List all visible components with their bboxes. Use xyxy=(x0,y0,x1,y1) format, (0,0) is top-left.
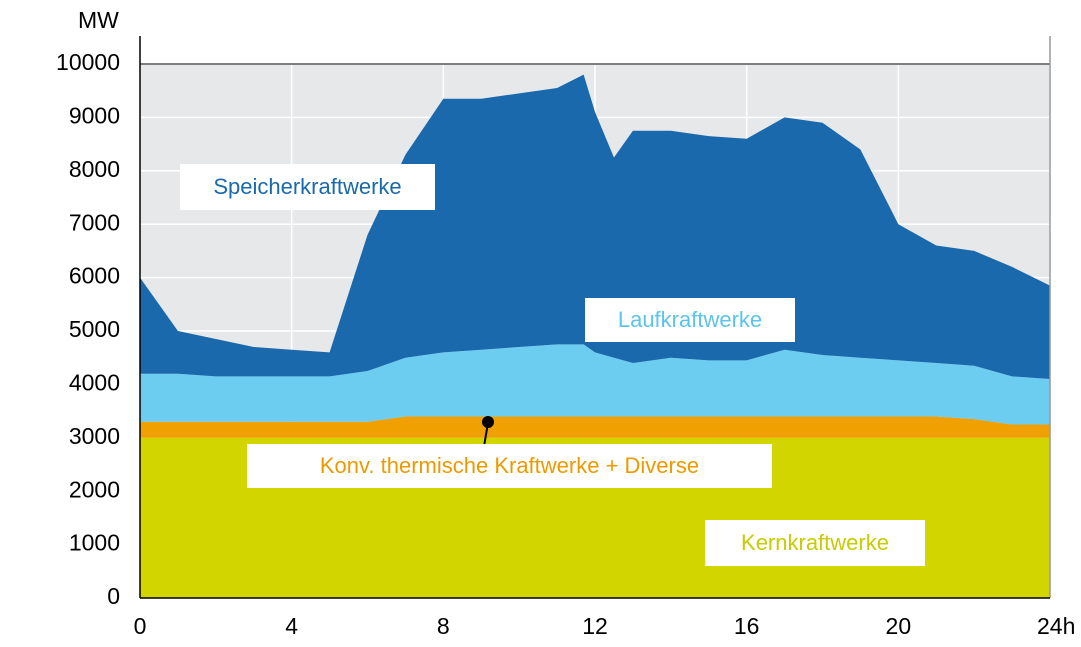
y-axis-label: MW xyxy=(78,7,119,33)
series-label: Laufkraftwerke xyxy=(618,307,762,332)
y-tick-label: 6000 xyxy=(69,263,120,289)
area xyxy=(140,344,1050,425)
series-label: Kernkraftwerke xyxy=(741,530,889,555)
x-tick-label: 20 xyxy=(886,613,912,639)
x-tick-label: 16 xyxy=(734,613,760,639)
label-box xyxy=(180,164,435,210)
y-tick-label: 1000 xyxy=(69,530,120,556)
x-tick-label: 0 xyxy=(134,613,147,639)
x-tick-label: 12 xyxy=(582,613,608,639)
y-tick-label: 5000 xyxy=(69,316,120,342)
x-tick-label: 4 xyxy=(285,613,298,639)
label-box xyxy=(585,298,795,342)
overlay: Kernkraftwerke Konv. thermische Kraftwerk… xyxy=(139,36,1051,599)
annotation-dot xyxy=(482,416,494,428)
y-tick-label: 7000 xyxy=(69,209,120,235)
y-tick-label: 8000 xyxy=(69,156,120,182)
label-box xyxy=(247,444,772,488)
y-tick-label: 0 xyxy=(107,583,120,609)
series-label: Konv. thermische Kraftwerke + Diverse xyxy=(320,453,699,478)
y-tick-label: 2000 xyxy=(69,476,120,502)
y-tick-label: 4000 xyxy=(69,369,120,395)
area xyxy=(140,74,1050,380)
y-tick-label: 3000 xyxy=(69,423,120,449)
y-tick-label: 9000 xyxy=(69,102,120,128)
x-tick-label: 8 xyxy=(437,613,450,639)
label-box xyxy=(705,520,925,566)
series-label: Speicherkraftwerke xyxy=(213,174,401,199)
y-tick-label: 10000 xyxy=(56,49,120,75)
x-tick-label: 24h xyxy=(1037,613,1075,639)
